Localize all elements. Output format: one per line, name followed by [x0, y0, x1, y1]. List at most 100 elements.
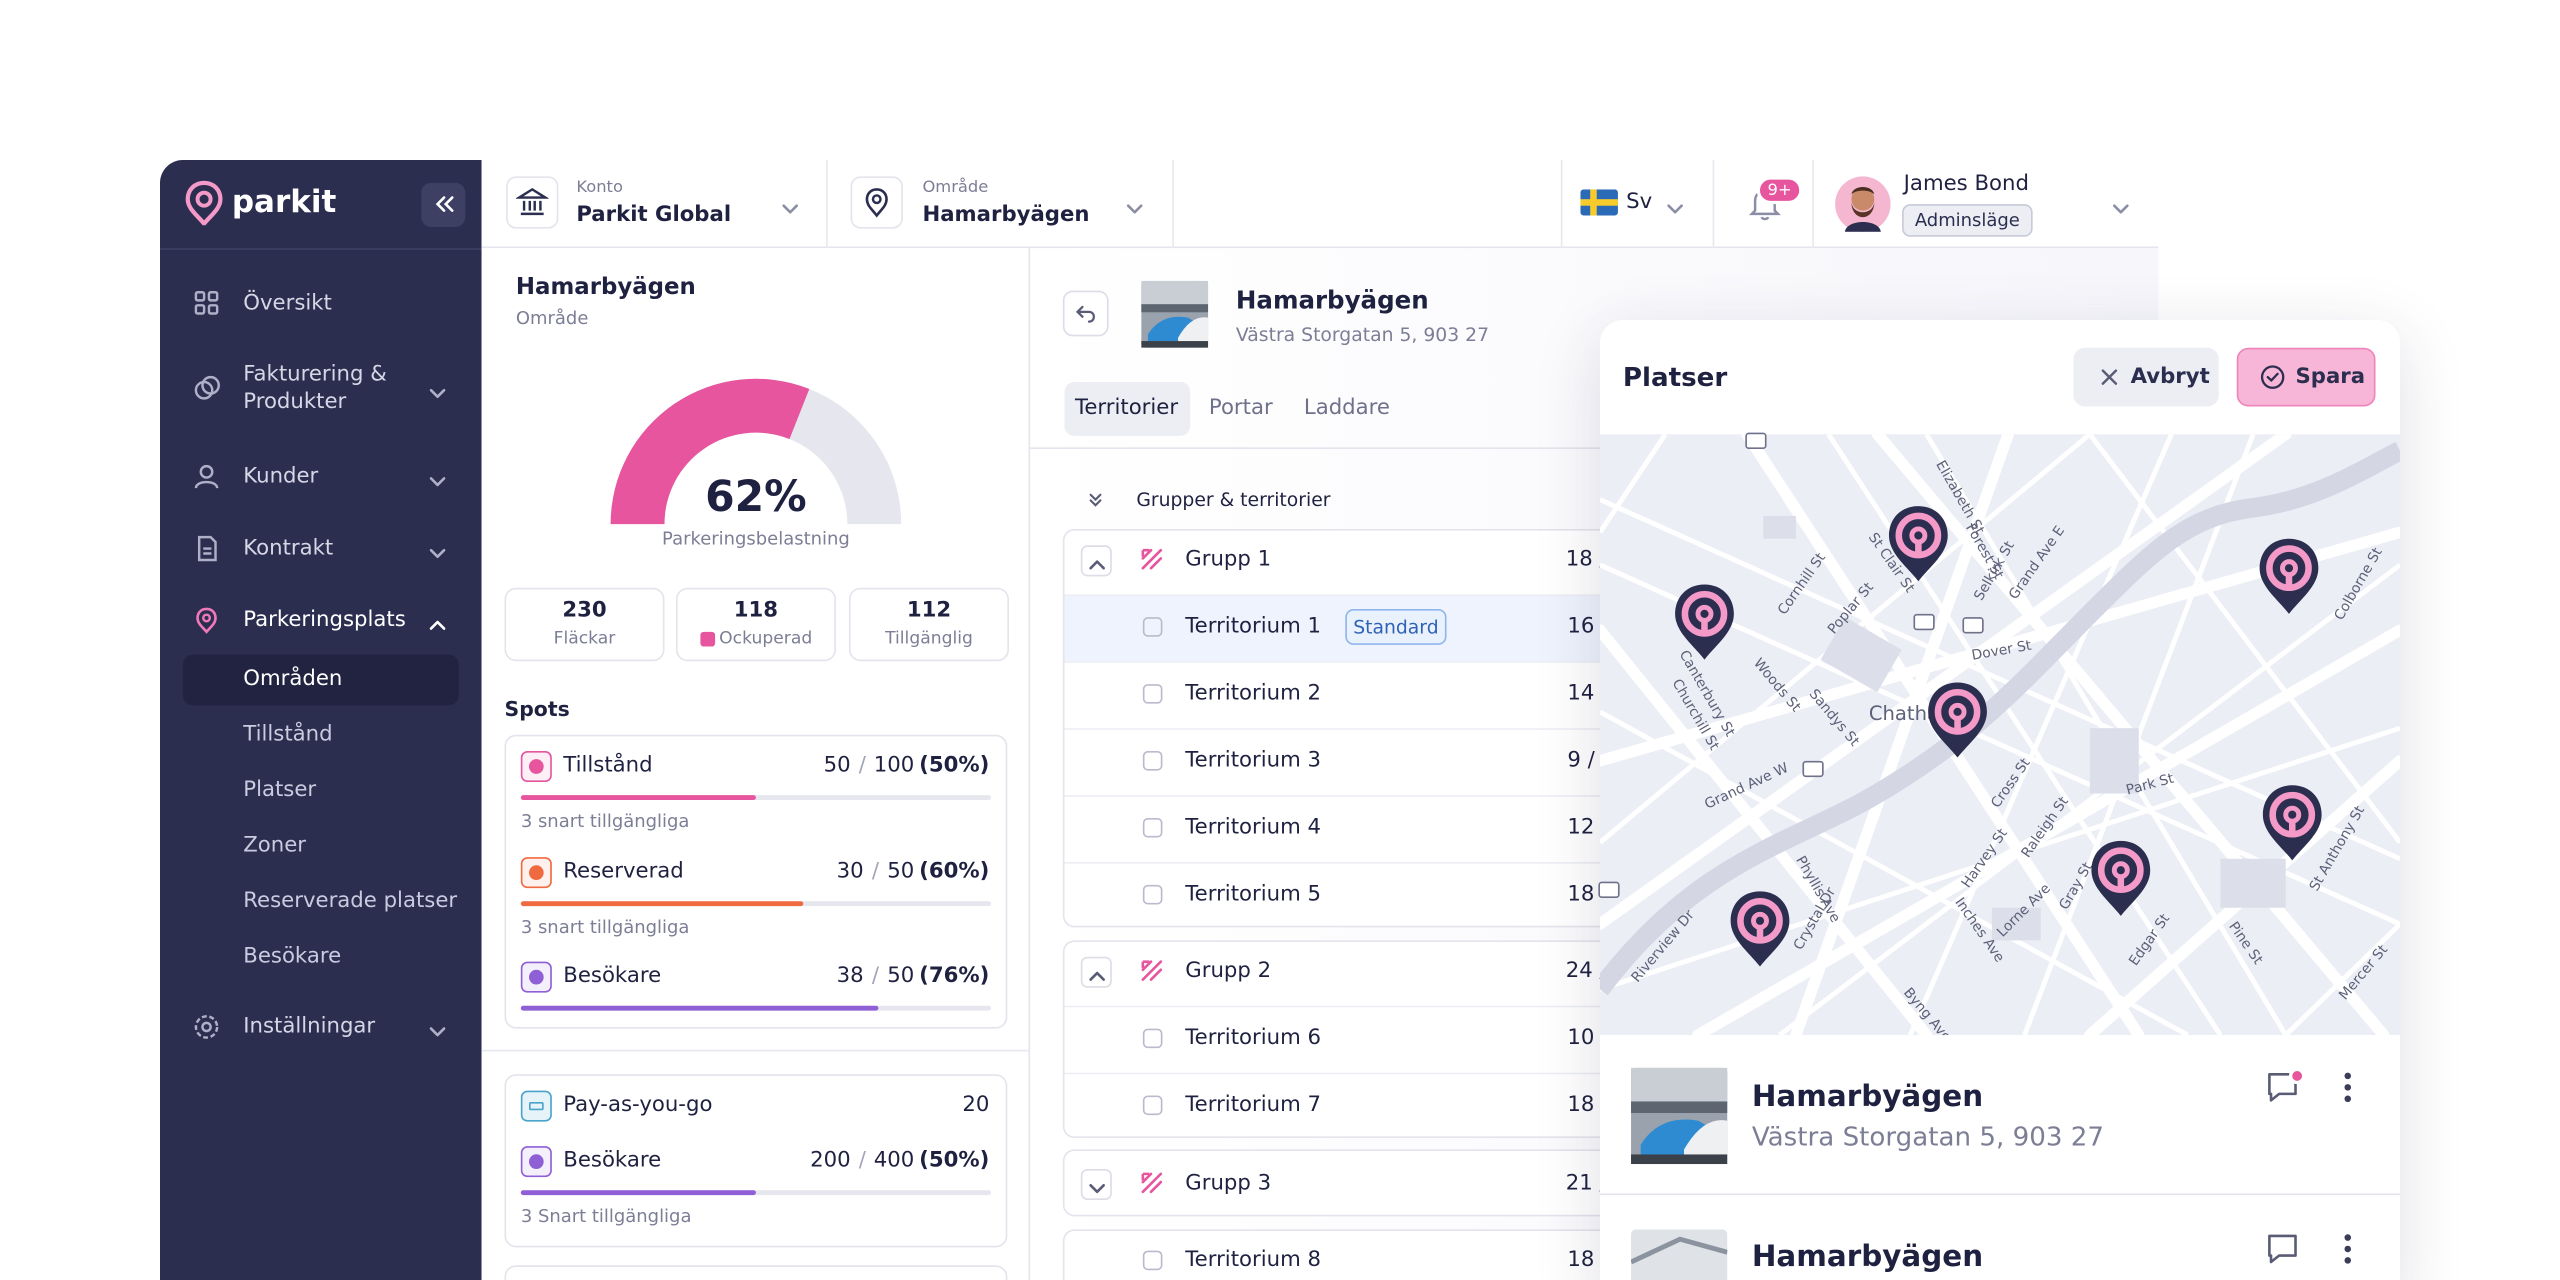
selected-row: [1064, 595, 1620, 662]
spot-icon: [520, 961, 552, 993]
shape: [2344, 1072, 2352, 1080]
comment-button[interactable]: [2264, 1231, 2300, 1267]
nav-item[interactable]: Kontrakt: [243, 536, 334, 561]
shape: [2279, 559, 2298, 578]
progress-bar: [520, 1005, 879, 1011]
place-card[interactable]: [1599, 1196, 2400, 1280]
shape: [1851, 186, 1875, 195]
shape: [2283, 805, 2302, 824]
shape: [194, 375, 220, 400]
territory-icon: [1142, 817, 1163, 838]
more-button[interactable]: [2341, 1071, 2354, 1104]
shape: [2284, 922, 2400, 1036]
account-name[interactable]: Parkit Global: [576, 203, 732, 228]
section-title: Spots: [504, 696, 570, 721]
territory-icon: [1142, 751, 1163, 771]
territory-name[interactable]: Territorium 3: [1185, 748, 1322, 774]
area-subtitle: Område: [515, 307, 589, 329]
spot-total: 100: [873, 753, 915, 778]
territory-name[interactable]: Territorium 2: [1185, 681, 1322, 707]
chevron: [1087, 965, 1107, 981]
language[interactable]: Sv: [1626, 190, 1653, 215]
territory-name[interactable]: Territorium 6: [1185, 1026, 1322, 1051]
shape: [1141, 304, 1209, 313]
nav-item[interactable]: Kunder: [243, 464, 319, 489]
shape: [1909, 526, 1928, 545]
active-subnav-bg: [182, 654, 459, 706]
subnav-item[interactable]: Reserverade platser: [243, 888, 458, 914]
territory-name[interactable]: Territorium 1: [1185, 614, 1322, 640]
chevron: [1087, 1177, 1107, 1194]
row-divider: [1064, 861, 1620, 863]
nav-icon: [193, 606, 221, 635]
map-pin[interactable]: [2088, 838, 2157, 920]
group-name[interactable]: Grupp 3: [1185, 1171, 1272, 1196]
tab[interactable]: Laddare: [1303, 395, 1390, 421]
territory-name[interactable]: Territorium 4: [1185, 815, 1322, 840]
territory-name[interactable]: Territorium 5: [1185, 882, 1322, 907]
stat-card: [848, 587, 1009, 662]
subnav-item[interactable]: Zoner: [243, 833, 307, 858]
cancel-button[interactable]: [2073, 347, 2219, 407]
shape: [782, 204, 799, 214]
group-name[interactable]: Grupp 1: [1185, 547, 1272, 573]
shape: [1141, 548, 1163, 570]
road-marker: [1802, 760, 1824, 778]
map-pin[interactable]: [1886, 503, 1955, 585]
save-label[interactable]: Spara: [2295, 364, 2366, 390]
nav-item[interactable]: Översikt: [243, 291, 332, 316]
nav-item[interactable]: Inställningar: [243, 1014, 376, 1040]
spot-name: Tillstånd: [563, 753, 653, 778]
territory-name[interactable]: Territorium 7: [1185, 1093, 1322, 1118]
group-name[interactable]: Grupp 2: [1185, 959, 1272, 984]
group-icon: [1138, 1169, 1166, 1197]
collapse-button[interactable]: [421, 182, 466, 227]
shape: [2268, 1234, 2297, 1264]
map-pin[interactable]: [2260, 782, 2329, 864]
account-icon: [514, 186, 550, 219]
map-pin[interactable]: [1672, 581, 1741, 663]
map-pin[interactable]: [1925, 679, 1994, 761]
tab[interactable]: Portar: [1208, 395, 1273, 421]
shape: [865, 188, 888, 218]
shape: [207, 291, 219, 302]
territory-name[interactable]: Territorium 8: [1185, 1248, 1322, 1273]
cancel-label[interactable]: Avbryt: [2130, 364, 2210, 390]
save-icon: [2260, 364, 2286, 390]
map-pin[interactable]: [1727, 888, 1796, 970]
save-button[interactable]: [2236, 347, 2376, 407]
area-name[interactable]: Hamarbyägen: [922, 203, 1090, 228]
nav-item[interactable]: Fakturering & Produkter: [243, 362, 387, 415]
more-button[interactable]: [2341, 1233, 2354, 1266]
row-divider: [1064, 1071, 1620, 1074]
back-button[interactable]: [1062, 290, 1109, 337]
shape: [1141, 960, 1163, 981]
expand-button[interactable]: [1080, 1168, 1112, 1200]
shape: [1089, 493, 1102, 507]
spot-icon-dot: [528, 1154, 544, 1169]
subnav-item[interactable]: Tillstånd: [243, 722, 333, 747]
brand-logo: [184, 180, 223, 228]
shape: [871, 194, 882, 205]
shape: [1089, 971, 1105, 981]
chevron: [428, 542, 448, 559]
places-title: Platser: [1622, 361, 1728, 393]
map-pin[interactable]: [2256, 536, 2325, 618]
tab[interactable]: Territorier: [1074, 395, 1179, 421]
subnav-item[interactable]: Platser: [243, 777, 317, 803]
shape: [1675, 584, 1734, 660]
shape: [1599, 497, 2400, 862]
shape: [1089, 493, 1102, 507]
subnav-item[interactable]: Besökare: [243, 944, 342, 969]
nav-icon: [193, 374, 221, 403]
map[interactable]: [1599, 434, 2400, 1036]
subnav-item[interactable]: Områden: [243, 666, 343, 692]
chevron: [428, 382, 448, 399]
spot-used: 38: [836, 964, 864, 989]
nav-item[interactable]: Parkeringsplats: [243, 608, 406, 633]
legend-swatch: [700, 631, 716, 647]
place-card[interactable]: [1599, 1035, 2400, 1196]
shape: [429, 620, 446, 630]
spot-percent: (50%): [919, 1148, 990, 1174]
